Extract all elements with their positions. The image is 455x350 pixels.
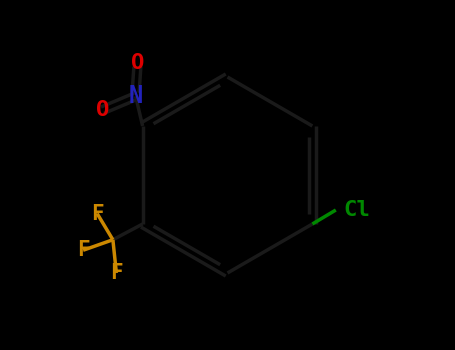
Text: F: F — [77, 240, 90, 260]
Text: O: O — [96, 100, 109, 120]
Text: F: F — [91, 203, 103, 224]
Text: N: N — [128, 84, 143, 108]
Text: O: O — [131, 53, 144, 73]
Text: F: F — [110, 263, 123, 283]
Text: Cl: Cl — [344, 200, 371, 220]
